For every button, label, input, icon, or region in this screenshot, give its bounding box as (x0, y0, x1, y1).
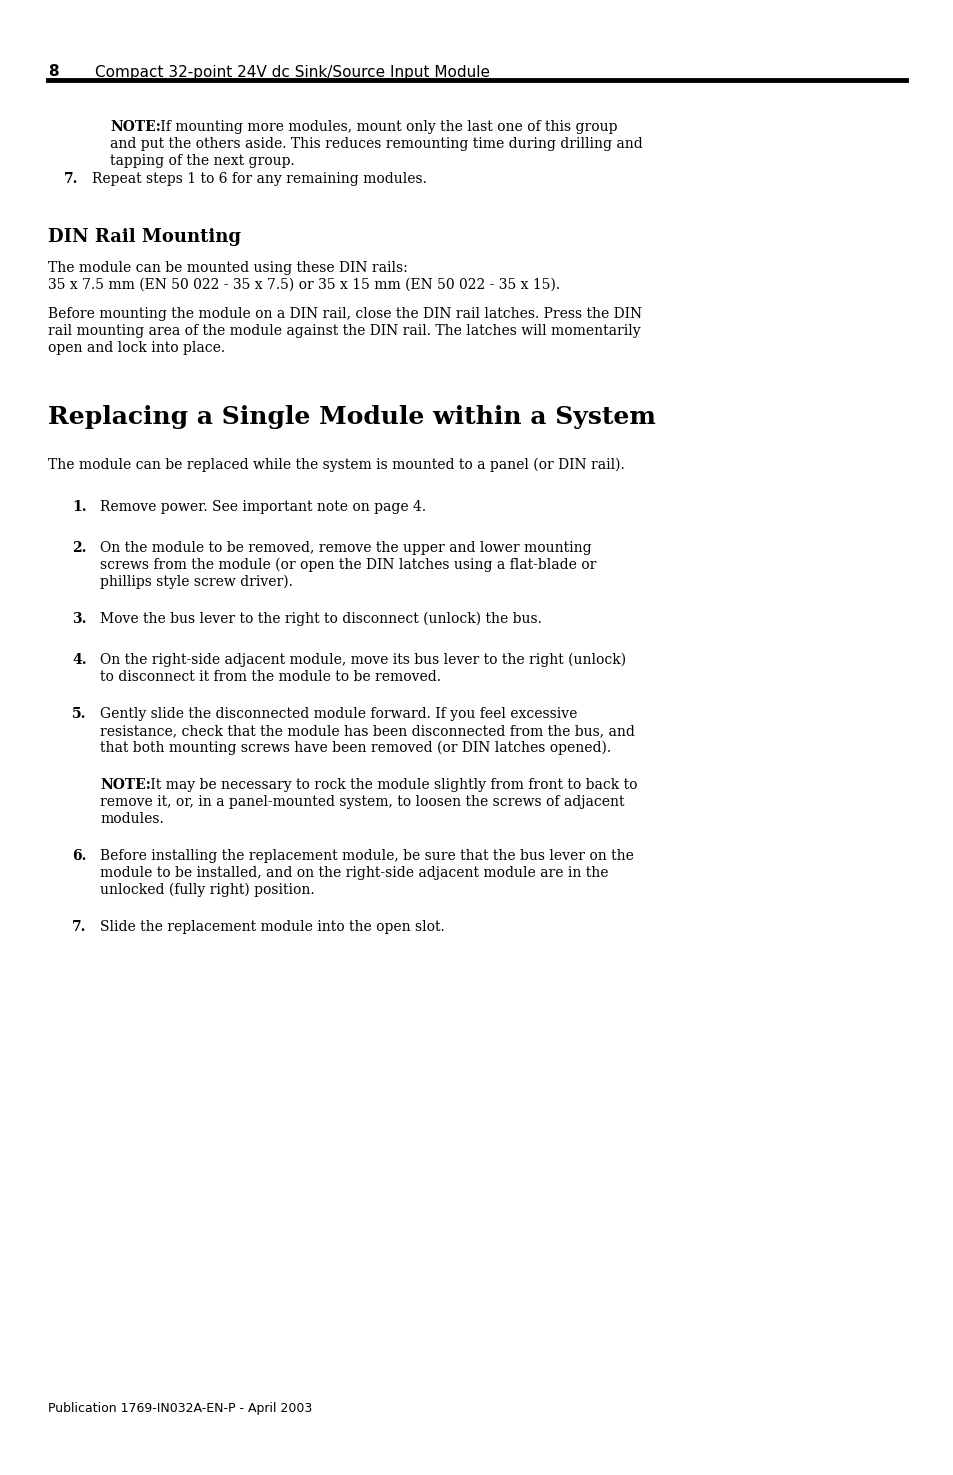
Text: Before mounting the module on a DIN rail, close the DIN rail latches. Press the : Before mounting the module on a DIN rail… (48, 307, 641, 322)
Text: NOTE:: NOTE: (100, 777, 151, 792)
Text: 8: 8 (48, 65, 58, 80)
Text: tapping of the next group.: tapping of the next group. (110, 153, 294, 168)
Text: 1.: 1. (71, 500, 87, 513)
Text: to disconnect it from the module to be removed.: to disconnect it from the module to be r… (100, 670, 440, 684)
Text: Compact 32-point 24V dc Sink/Source Input Module: Compact 32-point 24V dc Sink/Source Inpu… (95, 65, 490, 80)
Text: Replacing a Single Module within a System: Replacing a Single Module within a Syste… (48, 406, 656, 429)
Text: unlocked (fully right) position.: unlocked (fully right) position. (100, 884, 314, 897)
Text: 35 x 7.5 mm (EN 50 022 - 35 x 7.5) or 35 x 15 mm (EN 50 022 - 35 x 15).: 35 x 7.5 mm (EN 50 022 - 35 x 7.5) or 35… (48, 277, 559, 292)
Text: and put the others aside. This reduces remounting time during drilling and: and put the others aside. This reduces r… (110, 137, 642, 150)
Text: Gently slide the disconnected module forward. If you feel excessive: Gently slide the disconnected module for… (100, 707, 577, 721)
Text: The module can be replaced while the system is mounted to a panel (or DIN rail).: The module can be replaced while the sys… (48, 459, 624, 472)
Text: phillips style screw driver).: phillips style screw driver). (100, 575, 293, 590)
Text: remove it, or, in a panel-mounted system, to loosen the screws of adjacent: remove it, or, in a panel-mounted system… (100, 795, 624, 808)
Text: The module can be mounted using these DIN rails:: The module can be mounted using these DI… (48, 261, 407, 274)
Text: module to be installed, and on the right-side adjacent module are in the: module to be installed, and on the right… (100, 866, 608, 881)
Text: Remove power. See important note on page 4.: Remove power. See important note on page… (100, 500, 426, 513)
Text: rail mounting area of the module against the DIN rail. The latches will momentar: rail mounting area of the module against… (48, 324, 640, 338)
Text: 7.: 7. (71, 920, 87, 934)
Text: Repeat steps 1 to 6 for any remaining modules.: Repeat steps 1 to 6 for any remaining mo… (91, 173, 426, 186)
Text: modules.: modules. (100, 813, 164, 826)
Text: If mounting more modules, mount only the last one of this group: If mounting more modules, mount only the… (156, 119, 617, 134)
Text: 6.: 6. (71, 850, 87, 863)
Text: 7.: 7. (64, 173, 78, 186)
Text: DIN Rail Mounting: DIN Rail Mounting (48, 229, 241, 246)
Text: It may be necessary to rock the module slightly from front to back to: It may be necessary to rock the module s… (146, 777, 637, 792)
Text: 2.: 2. (71, 541, 87, 555)
Text: resistance, check that the module has been disconnected from the bus, and: resistance, check that the module has be… (100, 724, 634, 738)
Text: Slide the replacement module into the open slot.: Slide the replacement module into the op… (100, 920, 444, 934)
Text: 3.: 3. (71, 612, 87, 625)
Text: Move the bus lever to the right to disconnect (unlock) the bus.: Move the bus lever to the right to disco… (100, 612, 541, 627)
Text: open and lock into place.: open and lock into place. (48, 341, 225, 355)
Text: NOTE:: NOTE: (110, 119, 161, 134)
Text: Before installing the replacement module, be sure that the bus lever on the: Before installing the replacement module… (100, 850, 633, 863)
Text: 4.: 4. (71, 653, 87, 667)
Text: Publication 1769-IN032A-EN-P - April 2003: Publication 1769-IN032A-EN-P - April 200… (48, 1403, 312, 1415)
Text: 5.: 5. (71, 707, 87, 721)
Text: On the right-side adjacent module, move its bus lever to the right (unlock): On the right-side adjacent module, move … (100, 653, 625, 667)
Text: screws from the module (or open the DIN latches using a flat-blade or: screws from the module (or open the DIN … (100, 558, 596, 572)
Text: On the module to be removed, remove the upper and lower mounting: On the module to be removed, remove the … (100, 541, 591, 555)
Text: that both mounting screws have been removed (or DIN latches opened).: that both mounting screws have been remo… (100, 740, 611, 755)
